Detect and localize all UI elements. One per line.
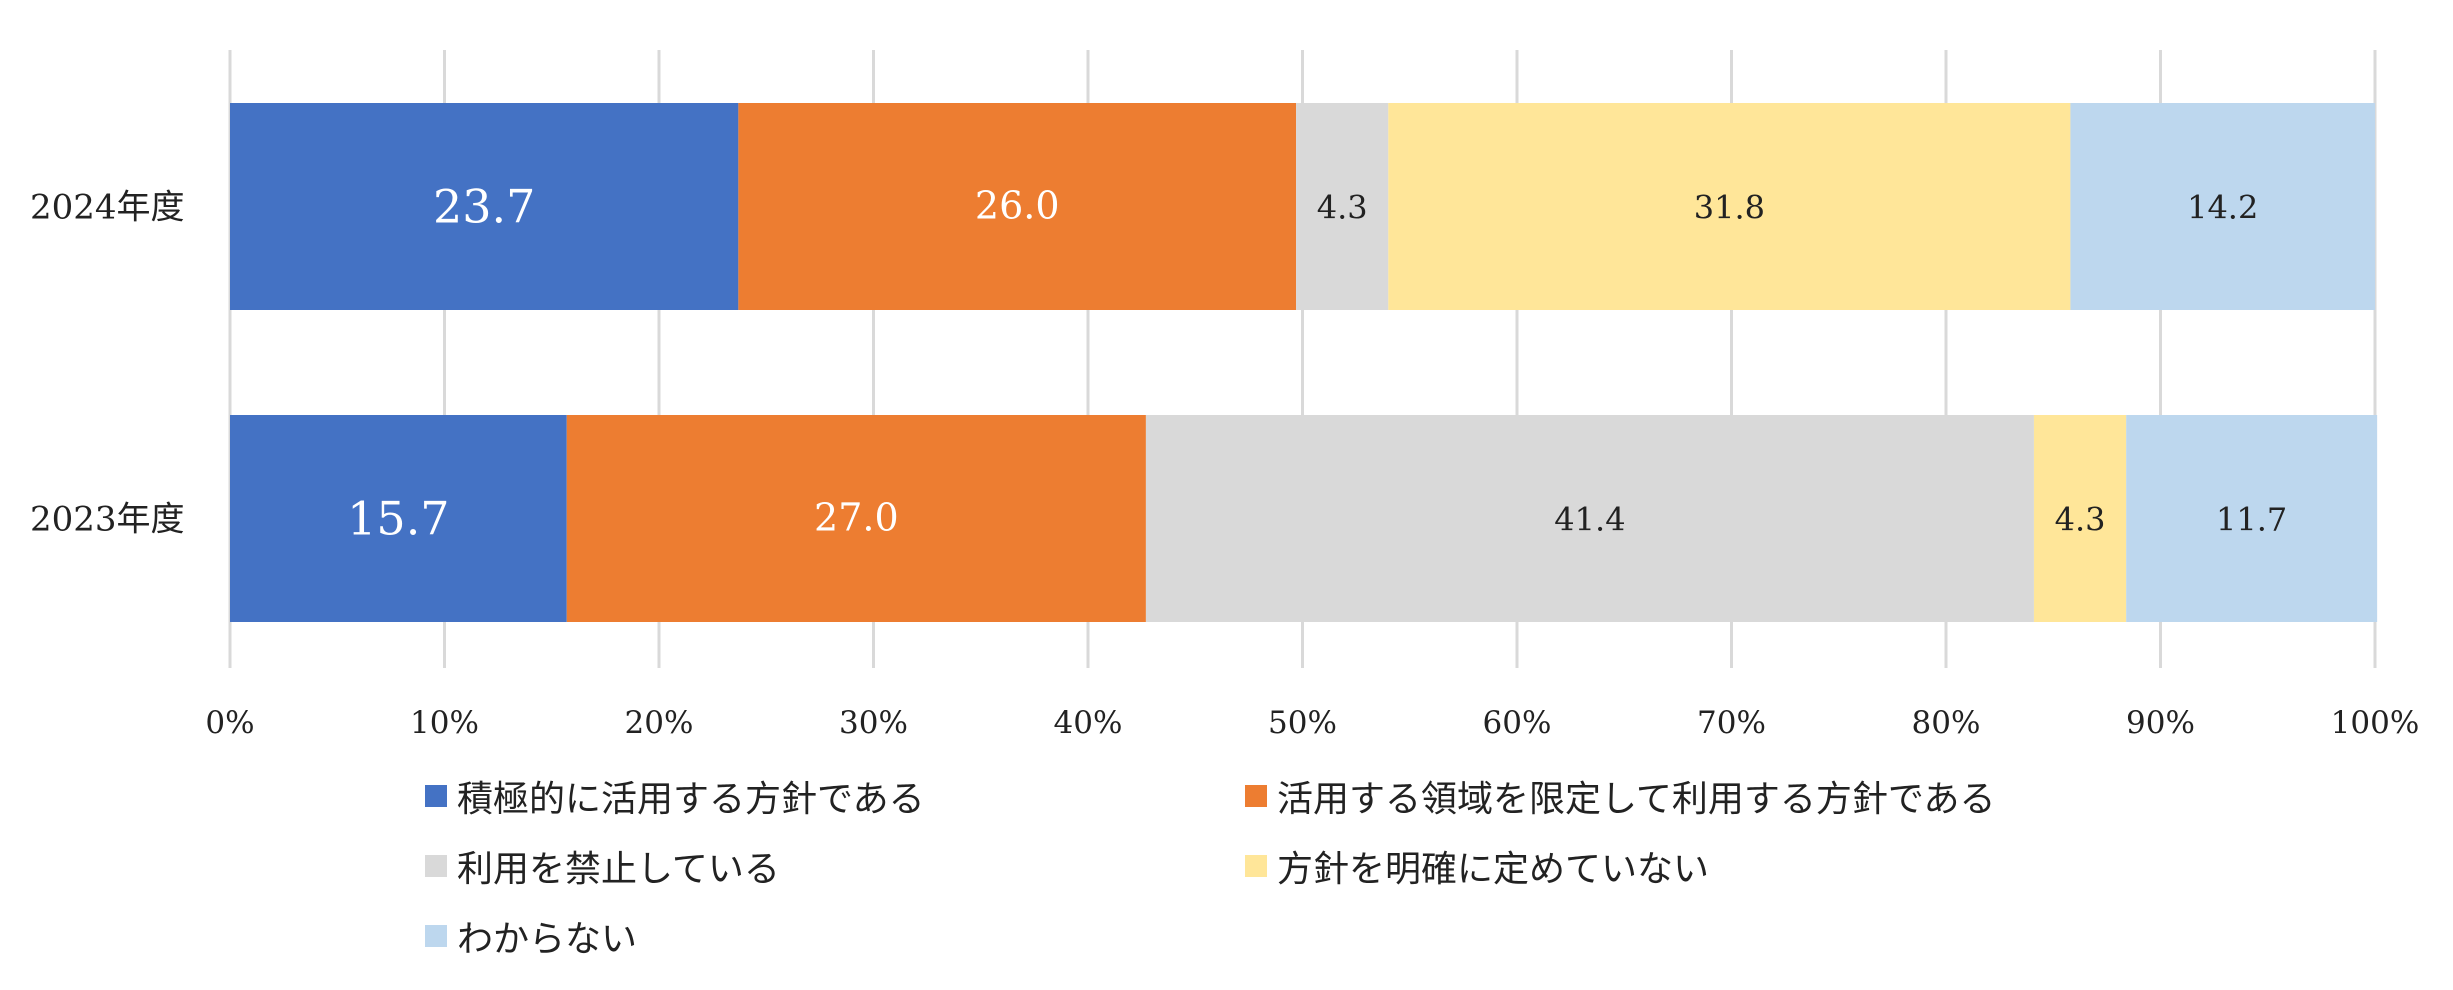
legend-label: 活用する領域を限定して利用する方針である bbox=[1277, 779, 1996, 820]
x-tick-label: 50% bbox=[1268, 705, 1337, 741]
x-tick-label: 70% bbox=[1697, 705, 1766, 741]
data-label: 4.3 bbox=[1317, 189, 1368, 227]
bar-segment bbox=[1388, 103, 2071, 310]
legend-label: 利用を禁止している bbox=[457, 849, 780, 890]
bar-segment bbox=[230, 103, 739, 310]
data-label: 41.4 bbox=[1554, 501, 1625, 539]
x-tick-label: 20% bbox=[625, 705, 694, 741]
legend-swatch bbox=[425, 785, 447, 807]
x-tick-label: 30% bbox=[839, 705, 908, 741]
legend-item: 積極的に活用する方針である bbox=[425, 770, 925, 822]
bar-segment bbox=[2070, 103, 2375, 310]
category-labels: 2024年度 2023年度 bbox=[30, 188, 185, 540]
bar-segment bbox=[2033, 415, 2127, 622]
legend-item: わからない bbox=[425, 910, 637, 962]
data-label: 14.2 bbox=[2187, 189, 2258, 227]
bars: 23.7 26.0 4.3 31.8 14.2 15.7 27.0 41.4 4.3 11.7 bbox=[230, 103, 2378, 622]
data-label: 11.7 bbox=[2216, 501, 2287, 539]
x-tick-label: 60% bbox=[1483, 705, 1552, 741]
x-tick-label: 80% bbox=[1912, 705, 1981, 741]
category-label: 2024年度 bbox=[30, 188, 185, 228]
x-tick-label: 10% bbox=[410, 705, 479, 741]
bar-segment bbox=[566, 415, 1146, 622]
legend-label: 方針を明確に定めていない bbox=[1277, 849, 1710, 890]
data-label: 15.7 bbox=[347, 492, 449, 546]
legend-swatch bbox=[425, 925, 447, 947]
bar-segment bbox=[1296, 103, 1389, 310]
data-label: 31.8 bbox=[1694, 189, 1765, 227]
legend-label: 積極的に活用する方針である bbox=[457, 779, 925, 820]
legend-item: 活用する領域を限定して利用する方針である bbox=[1245, 770, 1996, 822]
x-tick-label: 40% bbox=[1054, 705, 1123, 741]
data-label: 26.0 bbox=[975, 184, 1060, 228]
legend-item: 方針を明確に定めていない bbox=[1245, 840, 1709, 892]
legend-swatch bbox=[1245, 785, 1267, 807]
x-tick-label: 0% bbox=[205, 705, 254, 741]
legend-label: わからない bbox=[457, 919, 638, 960]
bar-segment bbox=[738, 103, 1297, 310]
x-tick-labels: 0% 10% 20% 30% 40% 50% 60% 70% 80% 90% 100% bbox=[205, 705, 2419, 741]
x-tick-label: 90% bbox=[2126, 705, 2195, 741]
legend-item: 利用を禁止している bbox=[425, 840, 780, 892]
x-tick-label: 100% bbox=[2331, 705, 2420, 741]
data-label: 4.3 bbox=[2055, 501, 2106, 539]
data-label: 23.7 bbox=[433, 180, 535, 234]
bar-segment bbox=[2126, 415, 2378, 622]
data-label: 27.0 bbox=[814, 496, 899, 540]
legend-swatch bbox=[425, 855, 447, 877]
category-label: 2023年度 bbox=[30, 500, 185, 540]
bar-segment bbox=[230, 415, 567, 622]
legend-swatch bbox=[1245, 855, 1267, 877]
bar-segment bbox=[1145, 415, 2034, 622]
